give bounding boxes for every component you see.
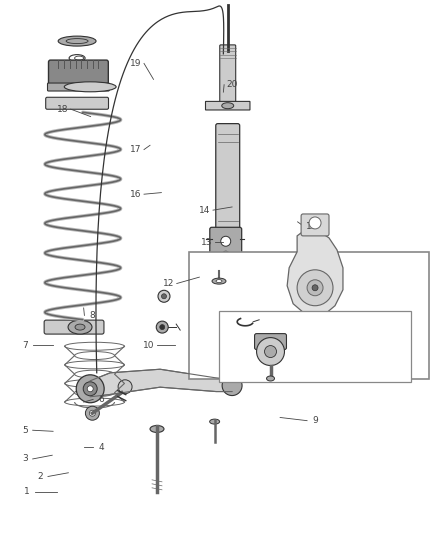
Ellipse shape <box>75 324 85 330</box>
FancyBboxPatch shape <box>301 214 329 236</box>
Circle shape <box>222 251 230 259</box>
Polygon shape <box>90 369 232 397</box>
Text: 8: 8 <box>89 311 95 320</box>
FancyBboxPatch shape <box>210 227 242 285</box>
Circle shape <box>222 376 242 395</box>
Text: 1: 1 <box>24 487 30 496</box>
FancyBboxPatch shape <box>211 278 241 289</box>
Circle shape <box>315 316 323 324</box>
Circle shape <box>260 337 265 342</box>
Circle shape <box>160 325 165 329</box>
Circle shape <box>312 285 318 291</box>
FancyBboxPatch shape <box>47 83 110 91</box>
Circle shape <box>89 410 95 416</box>
FancyBboxPatch shape <box>219 311 411 382</box>
Circle shape <box>162 294 166 299</box>
Text: 6: 6 <box>98 395 104 404</box>
Ellipse shape <box>216 280 222 282</box>
Text: 5: 5 <box>22 426 28 435</box>
Text: 12: 12 <box>163 279 174 288</box>
Text: 20: 20 <box>226 80 238 89</box>
Circle shape <box>265 345 276 358</box>
Text: 18: 18 <box>57 104 68 114</box>
Circle shape <box>156 321 168 333</box>
Circle shape <box>257 334 268 346</box>
Text: 7: 7 <box>22 341 28 350</box>
Text: 13: 13 <box>201 238 212 247</box>
Text: 16: 16 <box>130 190 142 199</box>
FancyBboxPatch shape <box>216 124 240 231</box>
Circle shape <box>118 380 132 394</box>
FancyBboxPatch shape <box>189 252 428 379</box>
Ellipse shape <box>64 82 116 92</box>
FancyBboxPatch shape <box>49 60 108 88</box>
Circle shape <box>307 280 323 296</box>
Ellipse shape <box>68 320 92 334</box>
Ellipse shape <box>311 314 327 325</box>
Text: 3: 3 <box>22 455 28 463</box>
Circle shape <box>158 290 170 302</box>
Circle shape <box>85 406 99 420</box>
Circle shape <box>76 375 104 403</box>
Text: 11: 11 <box>309 341 321 350</box>
FancyBboxPatch shape <box>205 101 250 110</box>
Ellipse shape <box>150 425 164 432</box>
FancyBboxPatch shape <box>46 98 109 109</box>
FancyBboxPatch shape <box>220 45 236 106</box>
Circle shape <box>297 270 333 306</box>
Text: 19: 19 <box>130 59 142 68</box>
Text: 2: 2 <box>37 472 43 481</box>
Circle shape <box>309 217 321 229</box>
Circle shape <box>83 382 97 395</box>
FancyBboxPatch shape <box>44 320 104 334</box>
Text: 4: 4 <box>98 443 104 452</box>
Text: 10: 10 <box>143 341 155 350</box>
Polygon shape <box>287 230 343 316</box>
Ellipse shape <box>222 103 234 109</box>
Ellipse shape <box>58 36 96 46</box>
Ellipse shape <box>210 419 219 424</box>
Circle shape <box>257 337 284 366</box>
Text: 17: 17 <box>130 145 142 154</box>
Text: 14: 14 <box>199 206 211 215</box>
Circle shape <box>221 236 231 246</box>
Ellipse shape <box>267 376 275 381</box>
Circle shape <box>87 386 93 392</box>
Text: 15: 15 <box>306 222 317 231</box>
FancyBboxPatch shape <box>254 334 286 350</box>
Text: 9: 9 <box>312 416 318 425</box>
Ellipse shape <box>212 278 226 284</box>
